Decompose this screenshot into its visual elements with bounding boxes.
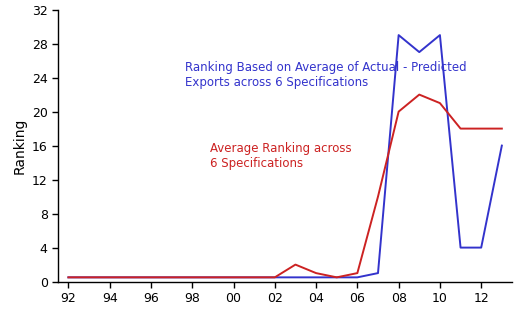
Text: Average Ranking across
6 Specifications: Average Ranking across 6 Specifications: [210, 142, 352, 171]
Text: Ranking Based on Average of Actual - Predicted
Exports across 6 Specifications: Ranking Based on Average of Actual - Pre…: [185, 61, 467, 89]
Y-axis label: Ranking: Ranking: [12, 117, 26, 174]
